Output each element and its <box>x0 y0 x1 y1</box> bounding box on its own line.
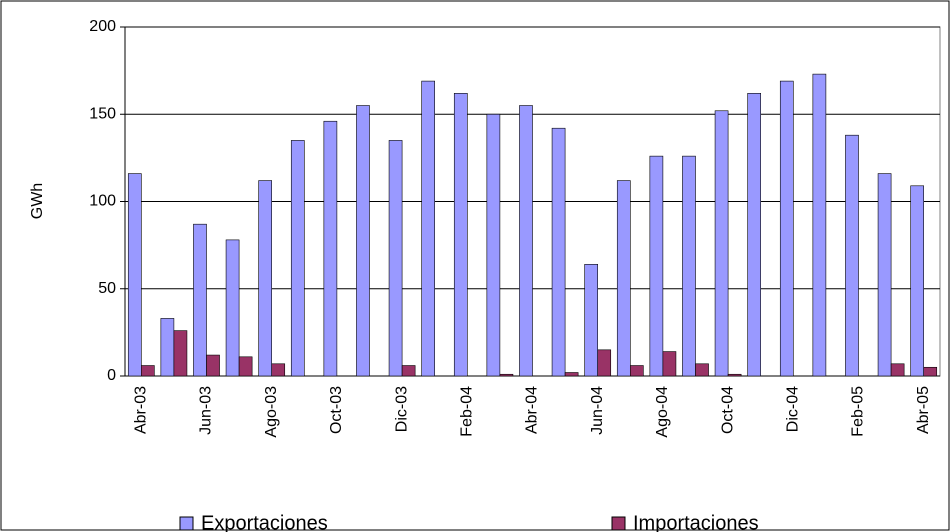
x-tick-label: Ago-03 <box>263 386 280 438</box>
bar <box>519 105 533 377</box>
bar <box>845 134 859 377</box>
x-tick-label: Ago-04 <box>654 386 671 438</box>
y-tick-label: 50 <box>98 280 116 297</box>
bar <box>629 365 644 377</box>
y-tick-label: 200 <box>89 18 116 35</box>
bar <box>127 173 142 377</box>
legend-label: Exportaciones <box>201 512 328 532</box>
bar <box>486 113 501 377</box>
bar <box>290 140 305 377</box>
bar <box>421 80 436 377</box>
bar <box>551 127 566 377</box>
bar <box>812 73 827 377</box>
bar <box>499 373 514 377</box>
bar <box>271 363 286 377</box>
x-tick-label: Jun-04 <box>589 386 606 435</box>
x-tick-label: Abr-05 <box>915 386 932 434</box>
bar <box>910 185 924 377</box>
legend-swatch <box>179 516 194 531</box>
bar <box>779 80 794 377</box>
bar <box>258 180 273 377</box>
x-tick-label: Abr-04 <box>524 386 541 434</box>
x-tick-label: Jun-03 <box>198 386 215 435</box>
y-tick-label: 150 <box>89 105 116 122</box>
bar <box>682 155 696 377</box>
x-tick-label: Abr-03 <box>133 386 150 434</box>
bar <box>388 140 403 377</box>
bar <box>193 223 207 377</box>
x-tick-label: Feb-04 <box>459 386 476 437</box>
legend-label: Importaciones <box>633 512 759 532</box>
bar <box>923 366 938 377</box>
x-tick-label: Feb-05 <box>850 386 867 437</box>
x-tick-label: Dic-04 <box>785 386 802 432</box>
bar <box>695 363 709 377</box>
y-axis-label: GWh <box>29 183 46 219</box>
bar <box>173 330 188 377</box>
legend-swatch <box>611 516 626 531</box>
bar <box>401 365 416 377</box>
bar <box>238 356 253 377</box>
bar <box>616 180 631 377</box>
bar <box>714 110 729 377</box>
bar <box>356 105 370 377</box>
y-tick-label: 0 <box>107 367 116 384</box>
bar <box>877 173 892 377</box>
x-tick-label: Oct-04 <box>719 386 736 434</box>
bar <box>747 93 761 377</box>
bar <box>206 354 220 377</box>
bar <box>160 318 175 377</box>
bar <box>323 120 338 377</box>
bar <box>453 93 468 377</box>
y-tick-label: 100 <box>89 193 116 210</box>
x-tick-label: Oct-03 <box>328 386 345 434</box>
bar <box>649 155 664 377</box>
bar <box>584 264 598 377</box>
bar <box>564 372 579 377</box>
bar <box>225 239 240 377</box>
bar <box>727 373 742 377</box>
bar <box>662 351 677 377</box>
bar <box>597 349 612 377</box>
bar <box>141 365 155 377</box>
x-tick-label: Dic-03 <box>393 386 410 432</box>
bar <box>890 363 905 377</box>
